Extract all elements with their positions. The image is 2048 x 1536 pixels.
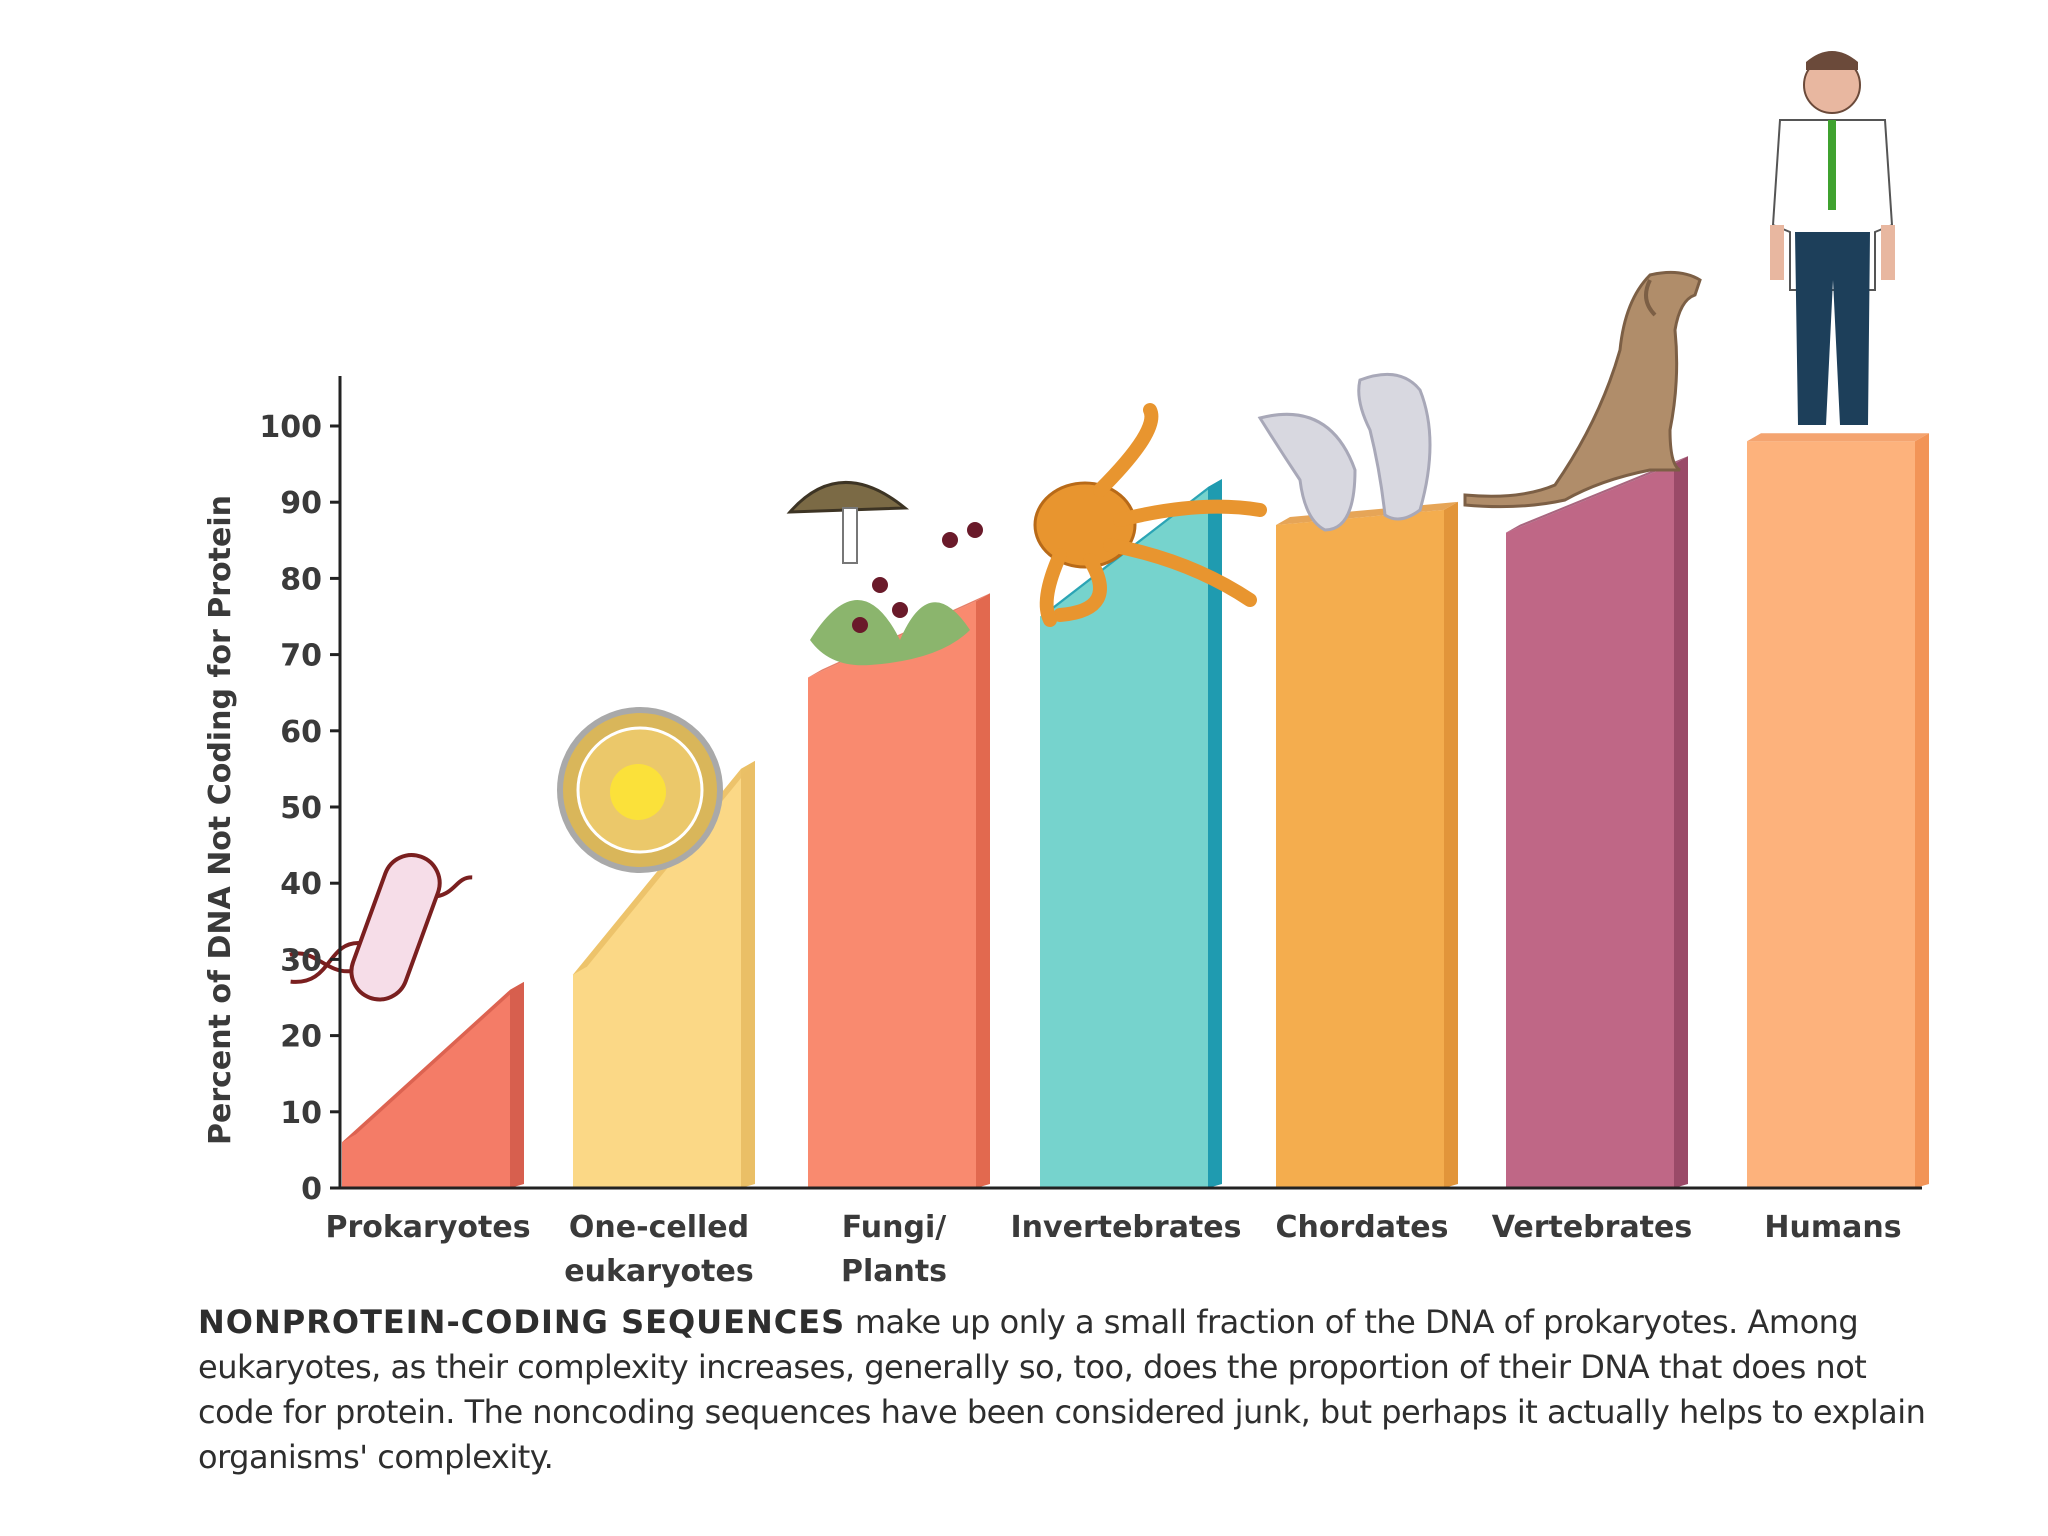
bar-side-invertebrates [1208, 478, 1222, 1189]
dog-body [1463, 270, 1702, 509]
octopus-arm-1 [1103, 538, 1257, 607]
bar-humans [1747, 441, 1915, 1188]
human-left-hand [1770, 225, 1784, 280]
illustrations-layer [289, 51, 1895, 1002]
flower-1 [892, 602, 908, 618]
octopus-arm-4 [1039, 548, 1067, 627]
octopus-arm-3 [1093, 403, 1159, 497]
octopus-arm-0 [1053, 553, 1107, 622]
bar-prokaryotes [342, 989, 510, 1188]
bar-top-prokaryotes [342, 981, 524, 1143]
category-label-2-0: Fungi/ [842, 1210, 946, 1245]
caption-text: make up only a small fraction of the DNA… [198, 1303, 1926, 1476]
plant-leaves [810, 600, 970, 666]
y-tick-label-80: 80 [280, 562, 322, 597]
bar-one-celled-eukaryotes [573, 768, 741, 1188]
category-label-4-0: Chordates [1275, 1210, 1448, 1245]
bacterium-flagella [289, 875, 473, 984]
sea-squirts-illustration [1257, 372, 1432, 532]
mushroom-and-plant-illustration [786, 481, 983, 666]
flower-3 [967, 522, 983, 538]
bar-side-prokaryotes [510, 981, 524, 1188]
cell-nucleus [610, 764, 666, 820]
sea-squirt-2 [1357, 372, 1432, 521]
category-label-1-1: eukaryotes [564, 1254, 753, 1289]
y-tick-label-50: 50 [280, 791, 322, 826]
y-tick-label-10: 10 [280, 1096, 322, 1131]
category-label-0-0: Prokaryotes [325, 1210, 530, 1245]
bar-side-fungi-plants [976, 593, 990, 1188]
axis-layer [330, 376, 1922, 1190]
flower-0 [872, 577, 888, 593]
category-label-6-0: Humans [1764, 1210, 1901, 1245]
y-tick-label-30: 30 [280, 943, 322, 978]
bars-layer [342, 433, 1929, 1189]
bar-side-vertebrates [1674, 456, 1688, 1189]
y-tick-label-40: 40 [280, 867, 322, 902]
octopus-arm-2 [1113, 499, 1267, 527]
bar-side-chordates [1444, 501, 1458, 1188]
sea-squirt-1 [1257, 412, 1357, 532]
bacterium-body [349, 853, 442, 1002]
bar-fungi-plants [808, 601, 976, 1188]
y-tick-label-0: 0 [301, 1172, 322, 1207]
bar-top-vertebrates [1506, 456, 1688, 533]
y-tick-label-90: 90 [280, 486, 322, 521]
human-trousers [1795, 232, 1870, 425]
bar-invertebrates [1040, 486, 1208, 1189]
y-tick-label-60: 60 [280, 715, 322, 750]
caption-lead: NONPROTEIN-CODING SEQUENCES [198, 1303, 846, 1341]
bar-chordates [1276, 509, 1444, 1188]
y-tick-label-70: 70 [280, 639, 322, 674]
bar-vertebrates [1506, 464, 1674, 1189]
dog-ear [1644, 279, 1657, 317]
human-hair [1806, 51, 1858, 70]
category-label-1-0: One-celled [569, 1210, 749, 1245]
category-label-3-0: Invertebrates [1011, 1210, 1242, 1245]
bar-top-humans [1747, 433, 1929, 442]
y-tick-label-20: 20 [280, 1020, 322, 1055]
figure-caption: NONPROTEIN-CODING SEQUENCES make up only… [198, 1300, 1938, 1480]
human-right-hand [1881, 225, 1895, 280]
octopus-illustration [1033, 403, 1267, 627]
bar-side-humans [1915, 433, 1929, 1188]
labels-layer: 0 10 20 30 40 50 60 70 80 90 100 Percent of DNA Not… [203, 410, 1902, 1289]
mushroom-cap [786, 481, 910, 514]
category-label-5-0: Vertebrates [1492, 1210, 1692, 1245]
y-axis-title: Percent of DNA Not Coding for Protein [203, 495, 238, 1145]
category-label-2-1: Plants [841, 1254, 947, 1289]
flower-4 [852, 617, 868, 633]
human-illustration [1770, 51, 1895, 425]
human-tie [1828, 120, 1836, 210]
bar-side-one-celled-eukaryotes [741, 760, 755, 1188]
flower-2 [942, 532, 958, 548]
mushroom-stem [842, 507, 858, 564]
y-tick-label-100: 100 [259, 410, 322, 445]
dog-illustration [1463, 270, 1702, 509]
bacterium-illustration [289, 853, 473, 1002]
